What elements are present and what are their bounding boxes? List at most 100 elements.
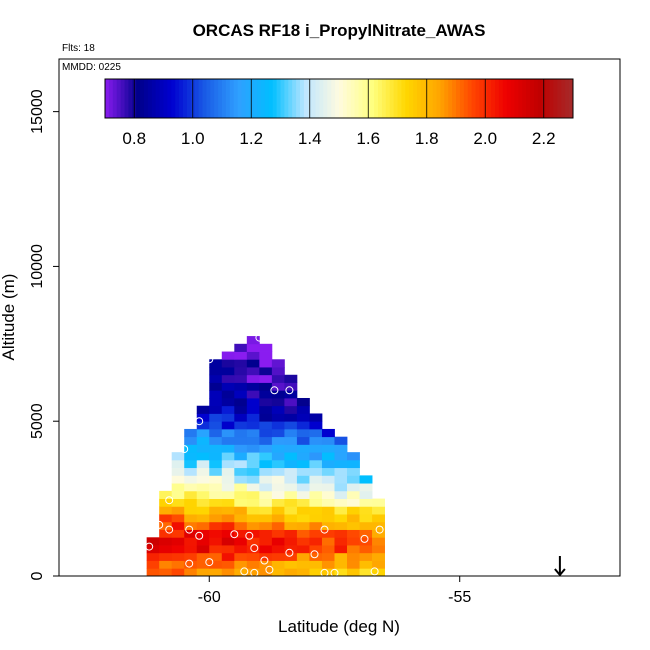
- heatmap-cell: [171, 490, 185, 500]
- colorbar-segment: [194, 79, 200, 118]
- colorbar-segment: [222, 79, 227, 118]
- heatmap-cell: [259, 397, 273, 407]
- heatmap-cell: [259, 382, 273, 391]
- heatmap-cell: [171, 452, 185, 461]
- heatmap-cell: [296, 521, 310, 530]
- colorbar-segment: [467, 79, 473, 118]
- heatmap-cell: [171, 514, 185, 523]
- colorbar-segment: [409, 79, 414, 118]
- heatmap-cell: [359, 498, 373, 507]
- heatmap-cell: [259, 514, 273, 523]
- heatmap-cell: [271, 552, 285, 561]
- heatmap-cell: [196, 428, 210, 438]
- heatmap-cell: [334, 483, 348, 492]
- heatmap-cell: [234, 537, 248, 546]
- heatmap-cell: [184, 537, 198, 546]
- heatmap-cell: [347, 529, 360, 538]
- heatmap-cell: [246, 560, 260, 569]
- heatmap-cell: [321, 467, 335, 476]
- colorbar-segment: [151, 79, 157, 118]
- heatmap-cell: [296, 467, 310, 476]
- heatmap-cell: [234, 529, 248, 538]
- heatmap-cell: [246, 467, 260, 476]
- heatmap-cell: [271, 382, 285, 391]
- colorbar-segment: [292, 79, 297, 118]
- heatmap-cell: [196, 467, 210, 476]
- colorbar-segment: [163, 79, 168, 118]
- heatmap-cell: [259, 545, 273, 554]
- heatmap-cell: [184, 475, 198, 484]
- heatmap-cell: [347, 459, 360, 469]
- colorbar-segment: [534, 79, 539, 118]
- heatmap-cell: [159, 498, 173, 507]
- heatmap-cell: [221, 560, 235, 569]
- heatmap-cell: [271, 475, 285, 484]
- colorbar-segment: [498, 79, 504, 118]
- sample-point: [245, 531, 254, 540]
- heatmap-cell: [284, 405, 298, 414]
- heatmap-cell: [221, 537, 235, 546]
- heatmap-cell: [334, 529, 348, 538]
- heatmap-cell: [271, 568, 285, 577]
- heatmap-cell: [246, 367, 260, 376]
- heatmap-cell: [284, 421, 298, 430]
- colorbar-segment: [569, 79, 574, 118]
- heatmap-cell: [196, 413, 210, 422]
- heatmap-cell: [321, 560, 335, 569]
- heatmap-cell: [221, 552, 235, 561]
- colorbar-tick-label: 1.4: [298, 129, 322, 148]
- heatmap-cell: [246, 436, 260, 445]
- heatmap-cell: [221, 436, 235, 445]
- heatmap-cell: [246, 382, 260, 391]
- heatmap-cell: [171, 568, 185, 577]
- heatmap-cell: [196, 459, 210, 469]
- heatmap-cell: [159, 560, 173, 569]
- colorbar-segment: [327, 79, 332, 118]
- heatmap-cell: [271, 367, 285, 376]
- colorbar-tick-label: 1.6: [356, 129, 380, 148]
- sample-point: [320, 525, 329, 534]
- heatmap-cell: [347, 467, 360, 476]
- heatmap-cell: [334, 521, 348, 530]
- heatmap-cell: [196, 537, 210, 546]
- colorbar-segment: [218, 79, 223, 118]
- heatmap-cell: [234, 436, 248, 445]
- heatmap-cell: [246, 413, 260, 422]
- heatmap-cell: [284, 537, 298, 546]
- heatmap-cell: [234, 506, 248, 515]
- heatmap-cell: [271, 537, 285, 546]
- heatmap-cell: [259, 343, 273, 352]
- colorbar-segment: [354, 79, 359, 118]
- heatmap-cell: [334, 436, 348, 445]
- heatmap-cell: [309, 483, 323, 492]
- heatmap-cell: [184, 490, 198, 500]
- heatmap-cell: [284, 498, 298, 507]
- heatmap-cell: [159, 529, 173, 538]
- x-tick-label: -60: [198, 589, 221, 606]
- heatmap-cell: [271, 514, 285, 523]
- colorbar-segment: [155, 79, 161, 118]
- heatmap-cell: [296, 529, 310, 538]
- heatmap-cell: [246, 529, 260, 538]
- heatmap-cell: [196, 568, 210, 577]
- heatmap-cell: [184, 514, 198, 523]
- heatmap-cell: [334, 490, 348, 500]
- heatmap-cell: [259, 452, 273, 461]
- sample-point: [185, 525, 194, 534]
- heatmap-cell: [159, 514, 173, 523]
- heatmap-cell: [246, 552, 260, 561]
- colorbar-segment: [530, 79, 535, 118]
- sample-point: [185, 559, 194, 568]
- heatmap-cell: [209, 436, 223, 445]
- heatmap-cell: [359, 521, 373, 530]
- heatmap-cell: [321, 428, 335, 438]
- sample-point: [285, 386, 294, 395]
- heatmap-cell: [284, 475, 298, 484]
- heatmap-cell: [296, 436, 310, 445]
- heatmap-cell: [234, 459, 248, 469]
- heatmap-cell: [284, 374, 298, 383]
- heatmap-cell: [221, 521, 235, 530]
- sample-point: [205, 558, 214, 567]
- y-tick-label: 10000: [29, 244, 46, 289]
- colorbar-segment: [206, 79, 211, 118]
